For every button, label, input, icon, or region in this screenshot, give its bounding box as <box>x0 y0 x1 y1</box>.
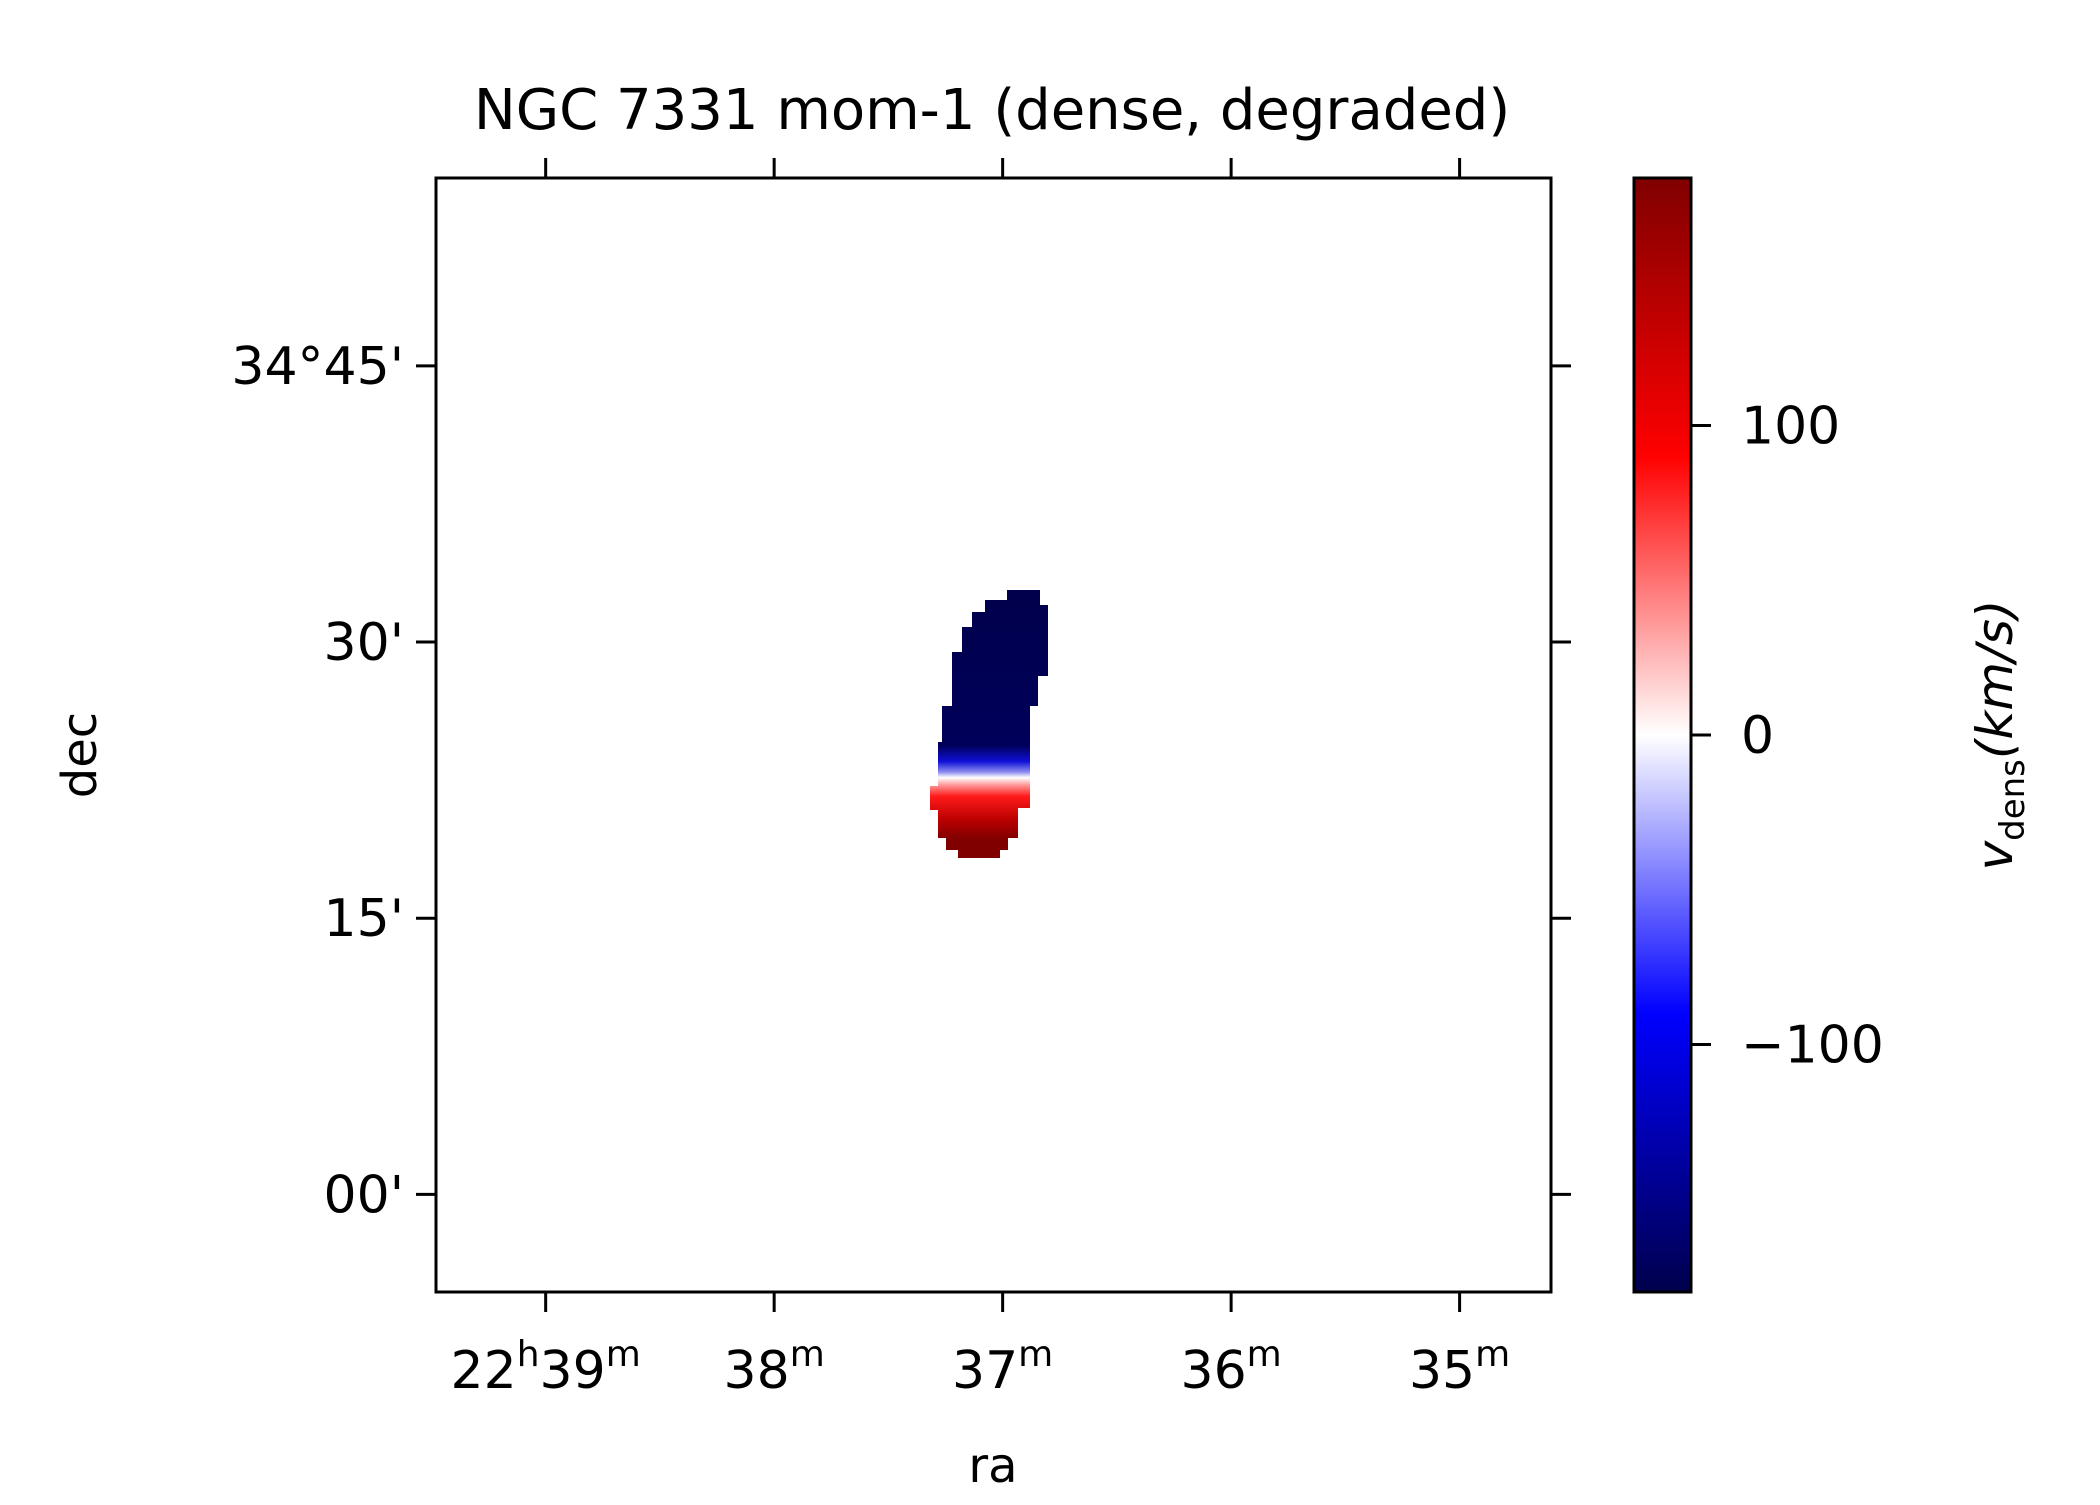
x-tick-label: 22h39m <box>451 1334 641 1401</box>
chart-title: NGC 7331 mom-1 (dense, degraded) <box>474 78 1510 143</box>
x-tick-hours: 22 <box>451 1341 517 1401</box>
x-tick-minutes-unit: m <box>1475 1334 1510 1375</box>
y-axis-label: dec <box>52 712 108 798</box>
x-tick-minutes-unit: m <box>790 1334 825 1375</box>
x-axis-ticks: 22h39m 38m 37m 36m 35m <box>451 158 1510 1401</box>
x-tick-label: 35m <box>1409 1334 1510 1401</box>
x-tick-minutes: 35 <box>1409 1341 1475 1401</box>
galaxy-velocity-field <box>930 590 1048 858</box>
x-tick-minutes-unit: m <box>606 1334 641 1375</box>
x-tick-label: 38m <box>724 1334 825 1401</box>
velocity-map <box>930 590 1048 858</box>
colorbar-label-unit: (km/s) <box>1966 600 2024 760</box>
colorbar-label: vdens(km/s) <box>1966 600 2033 871</box>
colorbar-gradient <box>1632 176 1693 1294</box>
colorbar-label-sub: dens <box>1993 759 2033 841</box>
plot-area: 22h39m 38m 37m 36m 35m 34°45'30'15'00' <box>231 158 1571 1401</box>
colorbar: 100 0 −100 vdens(km/s) <box>1632 176 2033 1294</box>
x-tick-label: 37m <box>952 1334 1053 1401</box>
y-tick-label: 15' <box>324 889 404 949</box>
x-tick-label: 36m <box>1180 1334 1281 1401</box>
colorbar-tick-label: 100 <box>1741 397 1840 457</box>
y-tick-label: 34°45' <box>231 337 404 397</box>
colorbar-tick-label: 0 <box>1741 706 1774 766</box>
x-tick-minutes-unit: m <box>1018 1334 1053 1375</box>
y-axis-ticks: 34°45' 30' 15' 00' <box>231 337 1571 1225</box>
colorbar-label-main: v <box>1966 839 2024 870</box>
x-tick-minutes: 38 <box>724 1341 790 1401</box>
x-tick-minutes: 36 <box>1180 1341 1246 1401</box>
x-axis-label: ra <box>968 1438 1017 1494</box>
y-tick-label: 00' <box>324 1165 404 1225</box>
plot-frame <box>434 176 1553 1294</box>
colorbar-ticks: 100 0 −100 <box>1691 397 1884 1075</box>
x-tick-hours-unit: h <box>517 1334 540 1375</box>
y-tick-label: 30' <box>324 613 404 673</box>
x-tick-minutes: 37 <box>952 1341 1018 1401</box>
colorbar-tick-label: −100 <box>1741 1015 1884 1075</box>
x-tick-minutes-unit: m <box>1247 1334 1282 1375</box>
x-tick-minutes: 39 <box>540 1341 606 1401</box>
